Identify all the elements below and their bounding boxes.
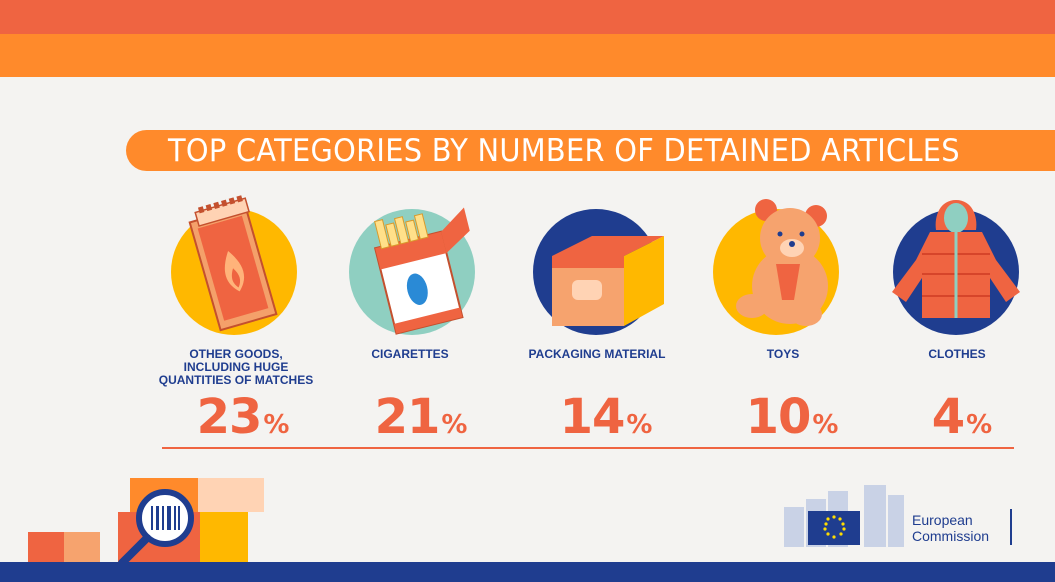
baseline-divider	[162, 447, 1014, 449]
value-other-goods: 23%	[148, 389, 338, 445]
value-number: 10	[745, 389, 812, 445]
category-label-other-goods: OTHER GOODS, INCLUDING HUGE QUANTITIES O…	[141, 348, 331, 387]
teddy-bear-icon	[713, 199, 839, 335]
value-toys: 10%	[697, 389, 887, 445]
top-band	[0, 0, 1055, 34]
category-label-clothes: CLOTHES	[928, 347, 986, 361]
value-number: 14	[559, 389, 626, 445]
category-label-packaging: PACKAGING MATERIAL	[528, 347, 666, 361]
category-label-cigarettes: CIGARETTES	[371, 347, 449, 361]
value-packaging: 14%	[511, 389, 701, 445]
value-number: 21	[374, 389, 441, 445]
category-icons	[171, 195, 1020, 335]
ec-logo-line1: European	[912, 512, 973, 528]
value-number: 4	[931, 389, 965, 445]
value-cigarettes: 21%	[326, 389, 516, 445]
boxes-magnifier-illustration	[28, 478, 264, 565]
title-banner	[126, 130, 1055, 171]
cigarette-pack-icon	[349, 207, 475, 335]
top-band-orange	[0, 34, 1055, 77]
value-unit: %	[263, 410, 290, 440]
value-unit: %	[441, 410, 468, 440]
bottom-band	[0, 562, 1055, 582]
value-number: 23	[196, 389, 263, 445]
jacket-icon	[892, 200, 1020, 335]
ec-logo-divider	[1010, 509, 1012, 545]
ec-logo-line2: Commission	[912, 528, 990, 544]
matchbox-icon	[171, 195, 297, 335]
european-commission-logo	[784, 485, 904, 547]
value-unit: %	[812, 410, 839, 440]
chart-title: TOP CATEGORIES BY NUMBER OF DETAINED ART…	[168, 133, 960, 169]
category-label-toys: TOYS	[766, 347, 800, 361]
label-line: QUANTITIES OF MATCHES	[158, 373, 314, 387]
value-clothes: 4%	[867, 389, 1055, 445]
value-unit: %	[626, 410, 653, 440]
ec-logo-text: European Commission	[912, 512, 989, 544]
cardboard-box-icon	[533, 209, 664, 335]
label-line: OTHER GOODS,	[189, 347, 283, 361]
label-line: INCLUDING HUGE	[183, 360, 289, 374]
value-unit: %	[966, 410, 993, 440]
